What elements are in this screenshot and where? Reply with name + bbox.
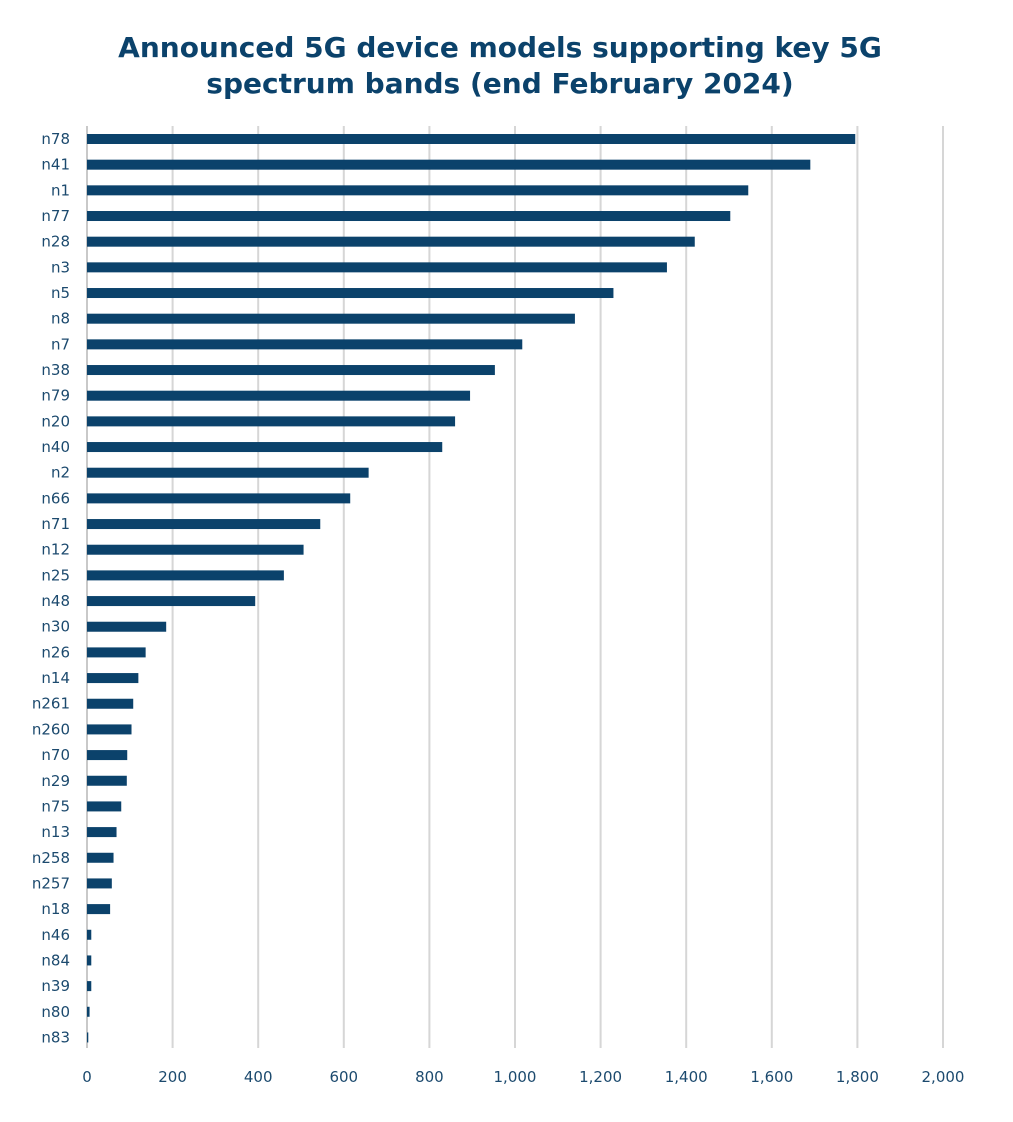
bar-n7 bbox=[87, 339, 523, 350]
bar-n46 bbox=[87, 929, 92, 940]
category-label: n29 bbox=[41, 772, 70, 790]
bar-n3 bbox=[87, 262, 667, 273]
category-label: n260 bbox=[32, 720, 70, 738]
x-tick-label: 0 bbox=[82, 1068, 92, 1086]
chart-title-line-1: Announced 5G device models supporting ke… bbox=[118, 31, 882, 64]
bar-n1 bbox=[87, 185, 749, 196]
gridlines bbox=[86, 126, 944, 1048]
category-label: n7 bbox=[51, 335, 70, 353]
category-label: n26 bbox=[41, 643, 70, 661]
category-label: n261 bbox=[32, 695, 70, 713]
category-label: n5 bbox=[51, 284, 70, 302]
x-tick-label: 1,000 bbox=[494, 1068, 537, 1086]
category-label: n79 bbox=[41, 387, 70, 405]
bar-n2 bbox=[87, 467, 369, 478]
category-label: n12 bbox=[41, 541, 70, 559]
x-axis-tick-labels: 0 200 400 600 800 1,000 1,200 1,400 1,600 1,800 2,… bbox=[82, 1068, 964, 1086]
x-tick-label: 1,400 bbox=[665, 1068, 708, 1086]
bar-n70 bbox=[87, 750, 128, 761]
bar-n20 bbox=[87, 416, 456, 427]
category-label: n71 bbox=[41, 515, 70, 533]
category-label: n38 bbox=[41, 361, 70, 379]
bar-n83 bbox=[87, 1032, 89, 1043]
category-label: n20 bbox=[41, 412, 70, 430]
category-label: n30 bbox=[41, 618, 70, 636]
bar-n8 bbox=[87, 313, 575, 324]
category-label: n83 bbox=[41, 1028, 70, 1046]
bar-n261 bbox=[87, 698, 134, 709]
bar-n28 bbox=[87, 236, 695, 247]
category-label: n257 bbox=[32, 874, 70, 892]
category-label: n80 bbox=[41, 1003, 70, 1021]
category-label: n77 bbox=[41, 207, 70, 225]
bar-n13 bbox=[87, 827, 117, 838]
bar-n48 bbox=[87, 596, 256, 607]
bar-n25 bbox=[87, 570, 284, 581]
x-tick-label: 1,600 bbox=[750, 1068, 793, 1086]
chart-title: Announced 5G device models supporting ke… bbox=[0, 30, 1000, 102]
category-label: n41 bbox=[41, 156, 70, 174]
bar-n258 bbox=[87, 852, 114, 863]
category-label: n70 bbox=[41, 746, 70, 764]
category-label: n48 bbox=[41, 592, 70, 610]
bar-n14 bbox=[87, 673, 139, 684]
x-tick-label: 1,200 bbox=[579, 1068, 622, 1086]
bar-n30 bbox=[87, 621, 167, 632]
x-tick-label: 200 bbox=[158, 1068, 187, 1086]
bar-n39 bbox=[87, 981, 92, 992]
bar-n79 bbox=[87, 390, 471, 401]
category-labels: n78 n41 n1 n77 n28 n3 n5 n8 n7 n38 n79 n20 n40 n2 n66 n… bbox=[32, 130, 70, 1046]
bar-n77 bbox=[87, 211, 731, 222]
bar-n80 bbox=[87, 1006, 90, 1017]
bar-n257 bbox=[87, 878, 112, 889]
bar-n66 bbox=[87, 493, 351, 504]
category-label: n28 bbox=[41, 233, 70, 251]
category-label: n40 bbox=[41, 438, 70, 456]
bar-n29 bbox=[87, 775, 127, 786]
bar-n41 bbox=[87, 159, 811, 170]
category-label: n18 bbox=[41, 900, 70, 918]
category-label: n66 bbox=[41, 489, 70, 507]
bar-n84 bbox=[87, 955, 92, 966]
bar-n18 bbox=[87, 904, 111, 915]
category-label: n8 bbox=[51, 310, 70, 328]
bar-n38 bbox=[87, 365, 495, 376]
bar-n26 bbox=[87, 647, 146, 658]
category-label: n3 bbox=[51, 258, 70, 276]
chart-title-line-2: spectrum bands (end February 2024) bbox=[206, 67, 794, 100]
category-label: n84 bbox=[41, 951, 70, 969]
category-label: n258 bbox=[32, 849, 70, 867]
category-label: n13 bbox=[41, 823, 70, 841]
bar-n78 bbox=[87, 134, 856, 144]
category-label: n39 bbox=[41, 977, 70, 995]
bar-n260 bbox=[87, 724, 132, 735]
bars bbox=[87, 134, 856, 1043]
x-tick-label: 2,000 bbox=[922, 1068, 965, 1086]
bar-n40 bbox=[87, 442, 443, 453]
bar-n12 bbox=[87, 544, 304, 555]
category-label: n25 bbox=[41, 566, 70, 584]
bar-n75 bbox=[87, 801, 122, 812]
x-tick-label: 1,800 bbox=[836, 1068, 879, 1086]
category-label: n46 bbox=[41, 926, 70, 944]
bar-n5 bbox=[87, 288, 614, 299]
x-tick-label: 400 bbox=[244, 1068, 273, 1086]
bar-n71 bbox=[87, 519, 321, 530]
category-label: n14 bbox=[41, 669, 70, 687]
category-label: n75 bbox=[41, 797, 70, 815]
category-label: n1 bbox=[51, 181, 70, 199]
category-label: n2 bbox=[51, 464, 70, 482]
category-label: n78 bbox=[41, 130, 70, 148]
x-tick-label: 600 bbox=[329, 1068, 358, 1086]
x-tick-label: 800 bbox=[415, 1068, 444, 1086]
